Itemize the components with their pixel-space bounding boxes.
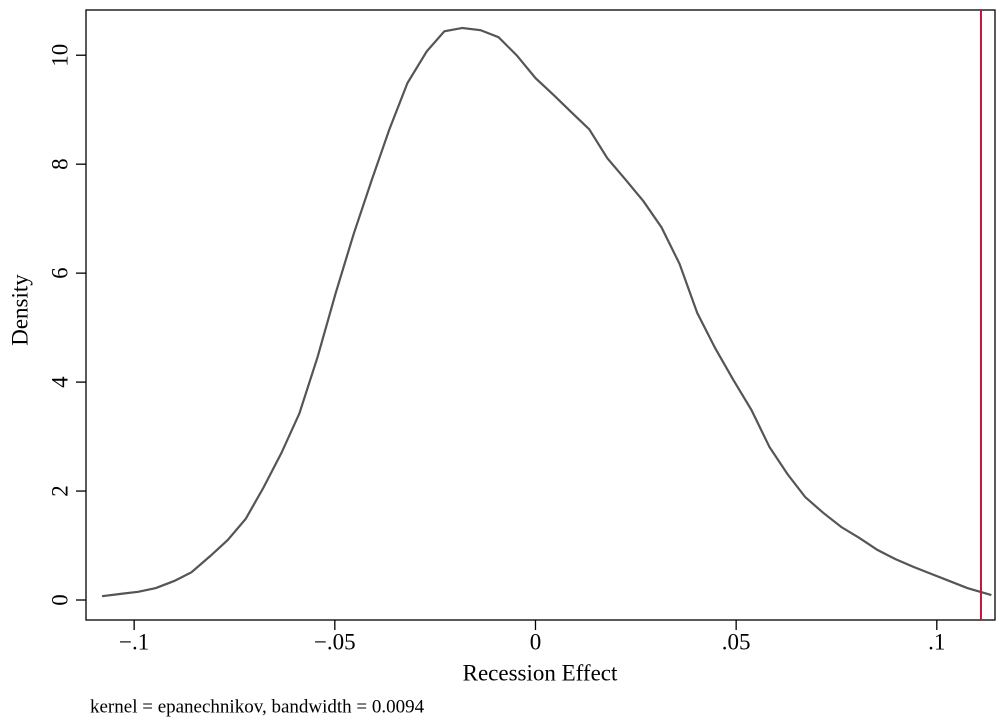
y-tick-label: 8 [47,158,72,170]
x-tick-label: .05 [722,629,751,654]
x-tick-label: 0 [530,629,542,654]
y-axis-title: Density [7,274,32,346]
plot-frame [85,9,996,621]
density-line [101,26,992,598]
y-tick-label: 0 [47,594,72,606]
x-tick-label: .1 [928,629,945,654]
y-tick-label: 6 [47,267,72,279]
y-tick-label: 4 [47,376,72,388]
x-tick-label: −.05 [314,629,356,654]
x-tick-label: −.1 [119,629,149,654]
note: kernel = epanechnikov, bandwidth = 0.009… [90,696,425,717]
y-tick-label: 10 [47,44,72,67]
y-tick-label: 2 [47,485,72,497]
x-axis-title: Recession Effect [463,660,618,685]
